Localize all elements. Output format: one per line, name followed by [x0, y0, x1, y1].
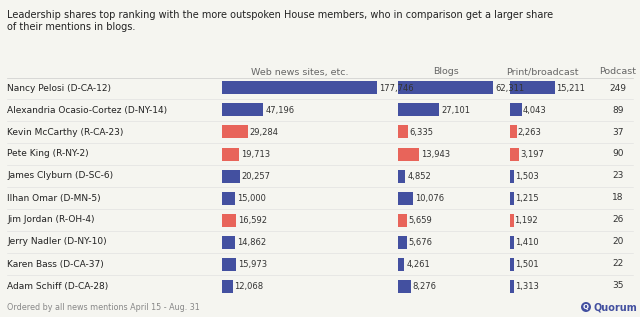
Text: 4,261: 4,261: [406, 260, 430, 268]
Text: 15,973: 15,973: [238, 260, 267, 268]
Text: 3,197: 3,197: [520, 150, 545, 158]
Text: 15,000: 15,000: [237, 193, 266, 203]
Text: Ilhan Omar (D-MN-5): Ilhan Omar (D-MN-5): [7, 193, 100, 203]
Text: 16,592: 16,592: [239, 216, 268, 224]
Text: 37: 37: [612, 127, 624, 137]
Text: 1,215: 1,215: [515, 193, 538, 203]
Text: 90: 90: [612, 150, 624, 158]
Text: 4,852: 4,852: [408, 171, 431, 180]
Text: 4,043: 4,043: [523, 106, 547, 114]
Text: 89: 89: [612, 106, 624, 114]
Text: 8,276: 8,276: [413, 281, 436, 290]
Text: Leadership shares top ranking with the more outspoken House members, who in comp: Leadership shares top ranking with the m…: [7, 10, 553, 20]
Text: 1,313: 1,313: [515, 281, 539, 290]
Text: 14,862: 14,862: [237, 237, 266, 247]
Text: 20,257: 20,257: [242, 171, 271, 180]
Text: 6,335: 6,335: [410, 127, 434, 137]
Text: 13,943: 13,943: [421, 150, 451, 158]
Text: 29,284: 29,284: [250, 127, 278, 137]
Text: Q: Q: [583, 304, 589, 310]
Text: Jerry Nadler (D-NY-10): Jerry Nadler (D-NY-10): [7, 237, 107, 247]
Text: 62,311: 62,311: [495, 83, 524, 93]
Text: 1,192: 1,192: [515, 216, 538, 224]
Text: James Clyburn (D-SC-6): James Clyburn (D-SC-6): [7, 171, 113, 180]
Text: Karen Bass (D-CA-37): Karen Bass (D-CA-37): [7, 260, 104, 268]
Text: Nancy Pelosi (D-CA-12): Nancy Pelosi (D-CA-12): [7, 83, 111, 93]
Text: 1,503: 1,503: [515, 171, 539, 180]
Text: 2,263: 2,263: [518, 127, 541, 137]
Text: 22: 22: [612, 260, 623, 268]
Text: 35: 35: [612, 281, 624, 290]
Text: 10,076: 10,076: [415, 193, 445, 203]
Text: Alexandria Ocasio-Cortez (D-NY-14): Alexandria Ocasio-Cortez (D-NY-14): [7, 106, 167, 114]
Text: Web news sites, etc.: Web news sites, etc.: [251, 68, 348, 76]
Circle shape: [581, 302, 591, 312]
Text: Jim Jordan (R-OH-4): Jim Jordan (R-OH-4): [7, 216, 95, 224]
Text: 15,211: 15,211: [556, 83, 585, 93]
Text: Ordered by all news mentions April 15 - Aug. 31: Ordered by all news mentions April 15 - …: [7, 303, 200, 313]
Text: Podcast: Podcast: [600, 68, 637, 76]
Text: 177,746: 177,746: [379, 83, 413, 93]
Text: 12,068: 12,068: [234, 281, 264, 290]
Text: 18: 18: [612, 193, 624, 203]
Text: Pete King (R-NY-2): Pete King (R-NY-2): [7, 150, 88, 158]
Text: 20: 20: [612, 237, 624, 247]
Text: 26: 26: [612, 216, 624, 224]
Text: 1,410: 1,410: [515, 237, 539, 247]
Text: 19,713: 19,713: [241, 150, 270, 158]
Text: Quorum: Quorum: [593, 302, 637, 312]
Text: 1,501: 1,501: [515, 260, 539, 268]
Text: Print/broadcast: Print/broadcast: [506, 68, 579, 76]
Text: 23: 23: [612, 171, 624, 180]
Text: 5,659: 5,659: [408, 216, 433, 224]
Text: Blogs: Blogs: [433, 68, 458, 76]
Text: 47,196: 47,196: [265, 106, 294, 114]
Text: 5,676: 5,676: [409, 237, 433, 247]
Text: Adam Schiff (D-CA-28): Adam Schiff (D-CA-28): [7, 281, 108, 290]
Text: 249: 249: [609, 83, 627, 93]
Text: 27,101: 27,101: [442, 106, 470, 114]
Text: of their mentions in blogs.: of their mentions in blogs.: [7, 22, 136, 32]
Text: Kevin McCarthy (R-CA-23): Kevin McCarthy (R-CA-23): [7, 127, 124, 137]
